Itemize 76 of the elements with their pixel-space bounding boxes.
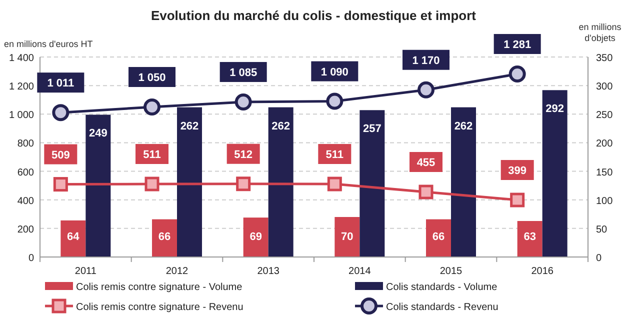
chart-title: Evolution du marché du colis - domestique et import [150,8,477,23]
bar [360,110,385,257]
legend-label: Colis remis contre signature - Volume [76,282,243,293]
data-label: 257 [362,123,382,136]
point [327,176,342,192]
data-label: 262 [272,120,290,132]
y-tick-label: 0 [28,253,34,264]
point [144,176,160,192]
y2-tick-label: 250 [596,110,614,122]
y-tick-label: 600 [17,167,34,178]
y2-tick-label: 150 [596,167,614,178]
bar [542,90,568,257]
point [418,184,434,200]
legend-label: Colis standards - Volume [386,282,498,293]
data-label: 66 [158,231,171,243]
x-tick-label: 2014 [348,266,372,277]
data-label: 64 [67,231,80,243]
data-label: 69 [250,231,262,243]
data-label: 66 [432,231,445,243]
y-axis-title: en millions d'euros HT [4,39,94,49]
data-label: 455 [416,157,436,169]
bar [334,217,360,257]
data-label: 63 [524,231,536,243]
data-label: 399 [508,165,527,177]
bar [426,219,451,257]
point [236,176,251,192]
point [510,192,525,208]
bar [86,114,111,257]
point [52,104,70,122]
bar [268,107,294,257]
point [234,94,252,110]
y2-tick-label: 100 [596,196,614,207]
x-tick-label: 2016 [531,266,554,277]
data-label: 262 [454,120,473,132]
data-label: 249 [88,128,108,140]
point [326,92,344,110]
y-tick-label: 800 [17,138,34,150]
x-tick-label: 2013 [257,266,280,277]
data-label: 262 [180,120,199,132]
bar [517,221,542,257]
y-tick-label: 400 [17,196,34,207]
y2-tick-label: 50 [596,224,608,236]
bar [152,219,177,257]
y-tick-label: 1 400 [8,53,34,64]
data-label: 511 [326,149,344,161]
y-tick-label: 1 200 [8,82,34,93]
y2-tick-label: 350 [596,53,614,64]
legend-label: Colis remis contre signature - Revenu [76,302,244,313]
data-label: 70 [341,231,354,243]
bar [451,107,476,257]
point [144,98,160,116]
point [53,177,68,192]
data-label: 1 170 [412,54,440,67]
data-label: 512 [234,148,253,161]
legend-label: Colis standards - Revenu [386,302,498,313]
bar [243,218,268,257]
data-label: 1 085 [230,67,258,79]
x-tick-label: 2012 [166,266,189,277]
x-tick-label: 2011 [74,266,97,277]
data-label: 509 [51,149,70,162]
y2-tick-label: 200 [596,138,614,150]
data-label: 1 050 [138,72,166,84]
bar [60,220,86,257]
data-label: 292 [546,103,564,116]
data-label: 1 090 [320,66,348,78]
data-label: 511 [143,149,161,161]
y2-tick-label: 0 [596,253,602,264]
x-tick-label: 2015 [440,266,463,277]
point [508,66,526,82]
y2-tick-label: 300 [596,82,614,93]
y-tick-label: 1 000 [8,110,34,122]
y-tick-label: 200 [17,224,34,236]
y2-axis-title: en millions d'objets [578,22,622,43]
point [418,81,434,98]
data-label: 1 281 [504,39,532,51]
data-label: 1 011 [47,78,74,90]
